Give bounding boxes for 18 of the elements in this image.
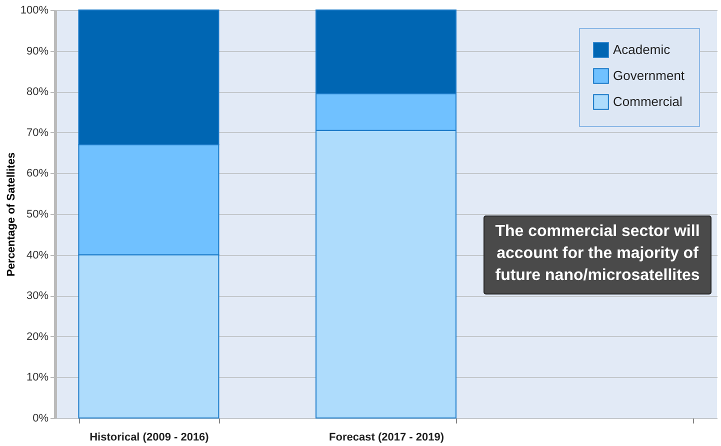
legend-label: Commercial <box>613 94 682 109</box>
y-axis-title: Percentage of Satellites <box>5 152 18 277</box>
x-tick-label: Historical (2009 - 2016) <box>90 432 210 444</box>
legend-label: Government <box>613 68 685 83</box>
y-tick-label: 0% <box>32 412 49 424</box>
y-tick-label: 50% <box>26 208 49 220</box>
y-tick-label: 20% <box>26 330 49 343</box>
y-tick-label: 70% <box>26 126 49 139</box>
y-tick-label: 40% <box>26 249 49 262</box>
annotation: The commercial sector will account for the majority of future nano/microsatellites <box>495 223 700 284</box>
y-tick-label: 90% <box>26 45 49 58</box>
y-tick-label: 100% <box>20 4 49 16</box>
x-tick-label: Forecast (2017 - 2019) <box>329 432 444 444</box>
y-tick-label: 80% <box>26 86 49 98</box>
y-tick-label: 10% <box>26 372 49 384</box>
y-tick-label: 60% <box>26 168 49 180</box>
y-tick-label: 30% <box>26 290 49 302</box>
legend-label: Academic <box>613 42 671 57</box>
